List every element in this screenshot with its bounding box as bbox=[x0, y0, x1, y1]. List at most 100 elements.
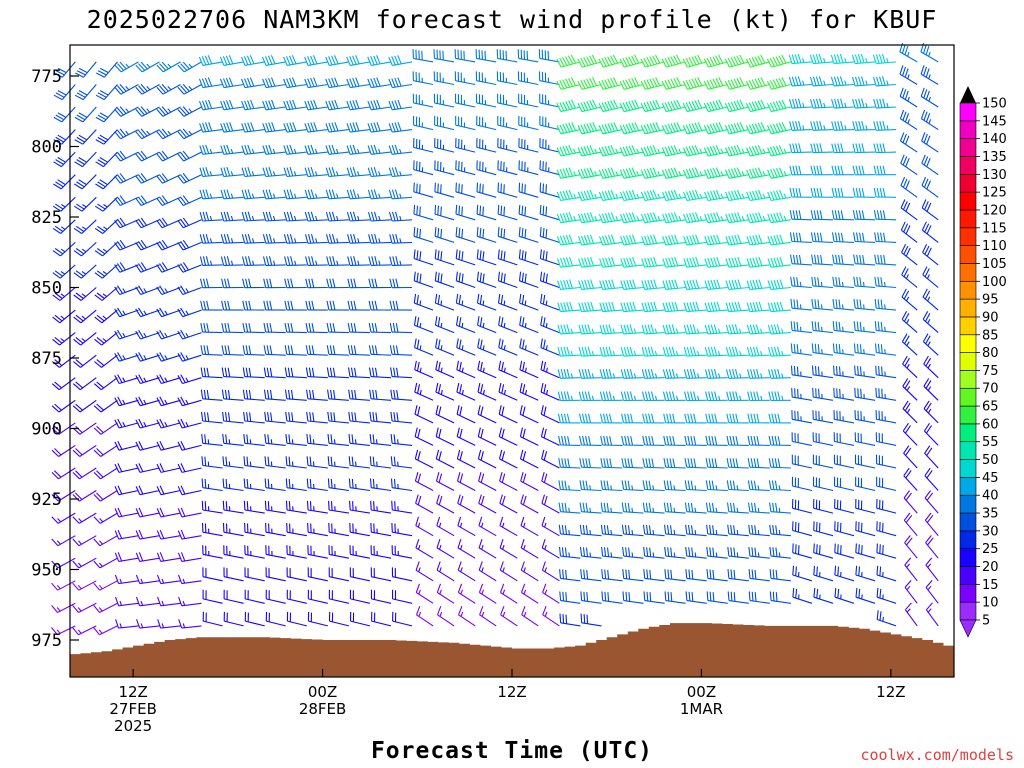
barb-feather bbox=[367, 145, 372, 155]
barb-staff bbox=[455, 235, 476, 243]
barb-staff bbox=[392, 531, 413, 537]
barb-feather bbox=[51, 627, 58, 636]
barb-feather bbox=[434, 182, 436, 192]
wind-barb bbox=[114, 463, 139, 473]
barb-half-feather bbox=[293, 215, 297, 221]
barb-feather bbox=[605, 391, 610, 401]
wind-barb bbox=[724, 54, 749, 68]
barb-feather bbox=[308, 345, 312, 355]
barb-half-feather bbox=[251, 215, 255, 221]
barb-feather bbox=[392, 345, 396, 355]
wind-barb bbox=[415, 516, 434, 537]
wind-barb bbox=[766, 77, 792, 90]
barb-half-feather bbox=[60, 248, 66, 253]
barb-feather bbox=[754, 145, 760, 155]
wind-barb bbox=[662, 324, 686, 335]
barb-staff bbox=[223, 331, 244, 334]
barb-feather bbox=[135, 64, 143, 73]
barb-feather bbox=[580, 124, 586, 134]
barb-feather bbox=[582, 524, 586, 535]
barb-staff bbox=[437, 592, 455, 604]
barb-feather bbox=[564, 458, 567, 468]
wind-barb bbox=[518, 182, 539, 198]
barb-feather bbox=[691, 100, 697, 110]
barb-feather bbox=[630, 458, 634, 468]
barb-feather bbox=[604, 168, 610, 178]
barb-feather bbox=[500, 339, 504, 349]
barb-staff bbox=[665, 577, 686, 582]
barb-staff bbox=[202, 331, 223, 334]
barb-feather bbox=[283, 56, 288, 66]
barb-feather bbox=[642, 458, 646, 468]
barb-feather bbox=[559, 168, 565, 178]
barb-feather bbox=[72, 449, 81, 457]
barb-feather bbox=[607, 592, 610, 602]
barb-feather bbox=[438, 451, 442, 461]
barb-feather bbox=[242, 345, 246, 355]
wind-barb bbox=[135, 529, 160, 540]
wind-barb bbox=[94, 332, 118, 346]
barb-feather bbox=[602, 257, 607, 267]
barb-feather bbox=[349, 500, 351, 511]
barb-feather bbox=[753, 458, 757, 468]
barb-staff bbox=[160, 602, 181, 607]
wind-barb bbox=[769, 502, 791, 514]
barb-feather bbox=[751, 591, 754, 602]
barb-half-feather bbox=[739, 395, 742, 401]
barb-staff bbox=[540, 391, 560, 401]
barb-feather bbox=[374, 345, 378, 355]
barb-feather bbox=[93, 427, 102, 435]
wind-barb bbox=[662, 368, 686, 379]
wind-barb bbox=[703, 54, 728, 68]
barb-feather bbox=[159, 196, 166, 205]
wind-barb bbox=[390, 389, 413, 401]
barb-feather bbox=[200, 389, 204, 399]
barb-feather bbox=[647, 369, 652, 379]
barb-half-feather bbox=[675, 373, 679, 379]
barb-feather bbox=[694, 212, 700, 222]
barb-half-feather bbox=[122, 288, 126, 293]
barb-feather bbox=[223, 189, 228, 199]
barb-feather bbox=[713, 234, 718, 244]
barb-feather bbox=[180, 463, 186, 473]
wind-barb bbox=[746, 279, 770, 290]
barb-staff bbox=[497, 169, 518, 176]
barb-feather bbox=[694, 122, 700, 132]
barb-feather bbox=[457, 605, 463, 616]
barb-feather bbox=[625, 146, 631, 156]
barb-feather bbox=[457, 583, 463, 593]
barb-feather bbox=[665, 302, 670, 312]
barb-staff bbox=[202, 420, 223, 424]
barb-feather bbox=[180, 263, 187, 272]
barb-staff bbox=[287, 553, 307, 559]
barb-feather bbox=[652, 234, 658, 244]
wind-barb bbox=[706, 546, 728, 559]
barb-feather bbox=[268, 100, 273, 110]
barb-feather bbox=[775, 525, 778, 535]
barb-half-feather bbox=[293, 171, 297, 176]
wind-barb bbox=[622, 591, 644, 604]
barb-feather bbox=[501, 473, 506, 483]
barb-feather bbox=[180, 529, 186, 539]
barb-feather bbox=[710, 257, 715, 267]
wind-barb bbox=[497, 227, 518, 243]
barb-staff bbox=[244, 376, 265, 379]
barb-feather bbox=[307, 100, 312, 110]
wind-barb bbox=[221, 345, 244, 356]
barb-half-feather bbox=[482, 389, 485, 395]
wind-barb bbox=[598, 189, 623, 202]
barb-staff bbox=[666, 106, 686, 113]
barb-feather bbox=[202, 189, 207, 199]
barb-feather bbox=[286, 145, 291, 155]
wind-barb bbox=[349, 522, 370, 537]
barb-staff bbox=[244, 487, 265, 492]
barb-feather bbox=[704, 191, 709, 201]
wind-barb bbox=[220, 256, 244, 266]
barb-feather bbox=[51, 538, 59, 547]
barb-feather bbox=[373, 122, 378, 132]
barb-staff bbox=[57, 512, 76, 524]
wind-barb bbox=[135, 61, 160, 73]
barb-feather bbox=[220, 234, 225, 244]
barb-feather bbox=[607, 123, 613, 133]
barb-staff bbox=[728, 377, 749, 379]
